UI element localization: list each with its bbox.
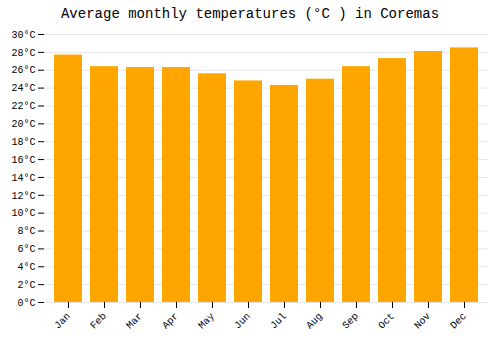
- svg-text:Sep: Sep: [340, 311, 361, 332]
- svg-text:24°C: 24°C: [11, 83, 35, 94]
- svg-text:12°C: 12°C: [11, 191, 35, 202]
- svg-text:10°C: 10°C: [11, 208, 35, 219]
- svg-text:30°C: 30°C: [11, 30, 35, 41]
- svg-text:4°C: 4°C: [17, 262, 35, 273]
- svg-text:Dec: Dec: [448, 311, 469, 332]
- svg-text:16°C: 16°C: [11, 155, 35, 166]
- svg-text:2°C: 2°C: [17, 280, 35, 291]
- svg-text:Jul: Jul: [268, 311, 289, 332]
- svg-text:Mar: Mar: [124, 311, 145, 332]
- svg-text:20°C: 20°C: [11, 119, 35, 130]
- svg-text:Jun: Jun: [232, 311, 253, 332]
- svg-text:14°C: 14°C: [11, 173, 35, 184]
- svg-text:Jan: Jan: [52, 311, 73, 332]
- svg-text:8°C: 8°C: [17, 226, 35, 237]
- svg-text:18°C: 18°C: [11, 137, 35, 148]
- svg-text:26°C: 26°C: [11, 65, 35, 76]
- svg-text:6°C: 6°C: [17, 244, 35, 255]
- svg-text:May: May: [196, 311, 217, 332]
- svg-text:0°C: 0°C: [17, 298, 35, 309]
- html-text:Average monthly temperatures (: Average monthly temperatures (°C ) in Co…: [61, 6, 439, 22]
- svg-text:Aug: Aug: [304, 311, 325, 332]
- svg-text:Nov: Nov: [412, 311, 433, 332]
- svg-text:22°C: 22°C: [11, 101, 35, 112]
- svg-text:Oct: Oct: [376, 311, 397, 332]
- svg-text:Apr: Apr: [160, 311, 181, 332]
- svg-text:Feb: Feb: [88, 311, 109, 332]
- svg-text:28°C: 28°C: [11, 48, 35, 59]
